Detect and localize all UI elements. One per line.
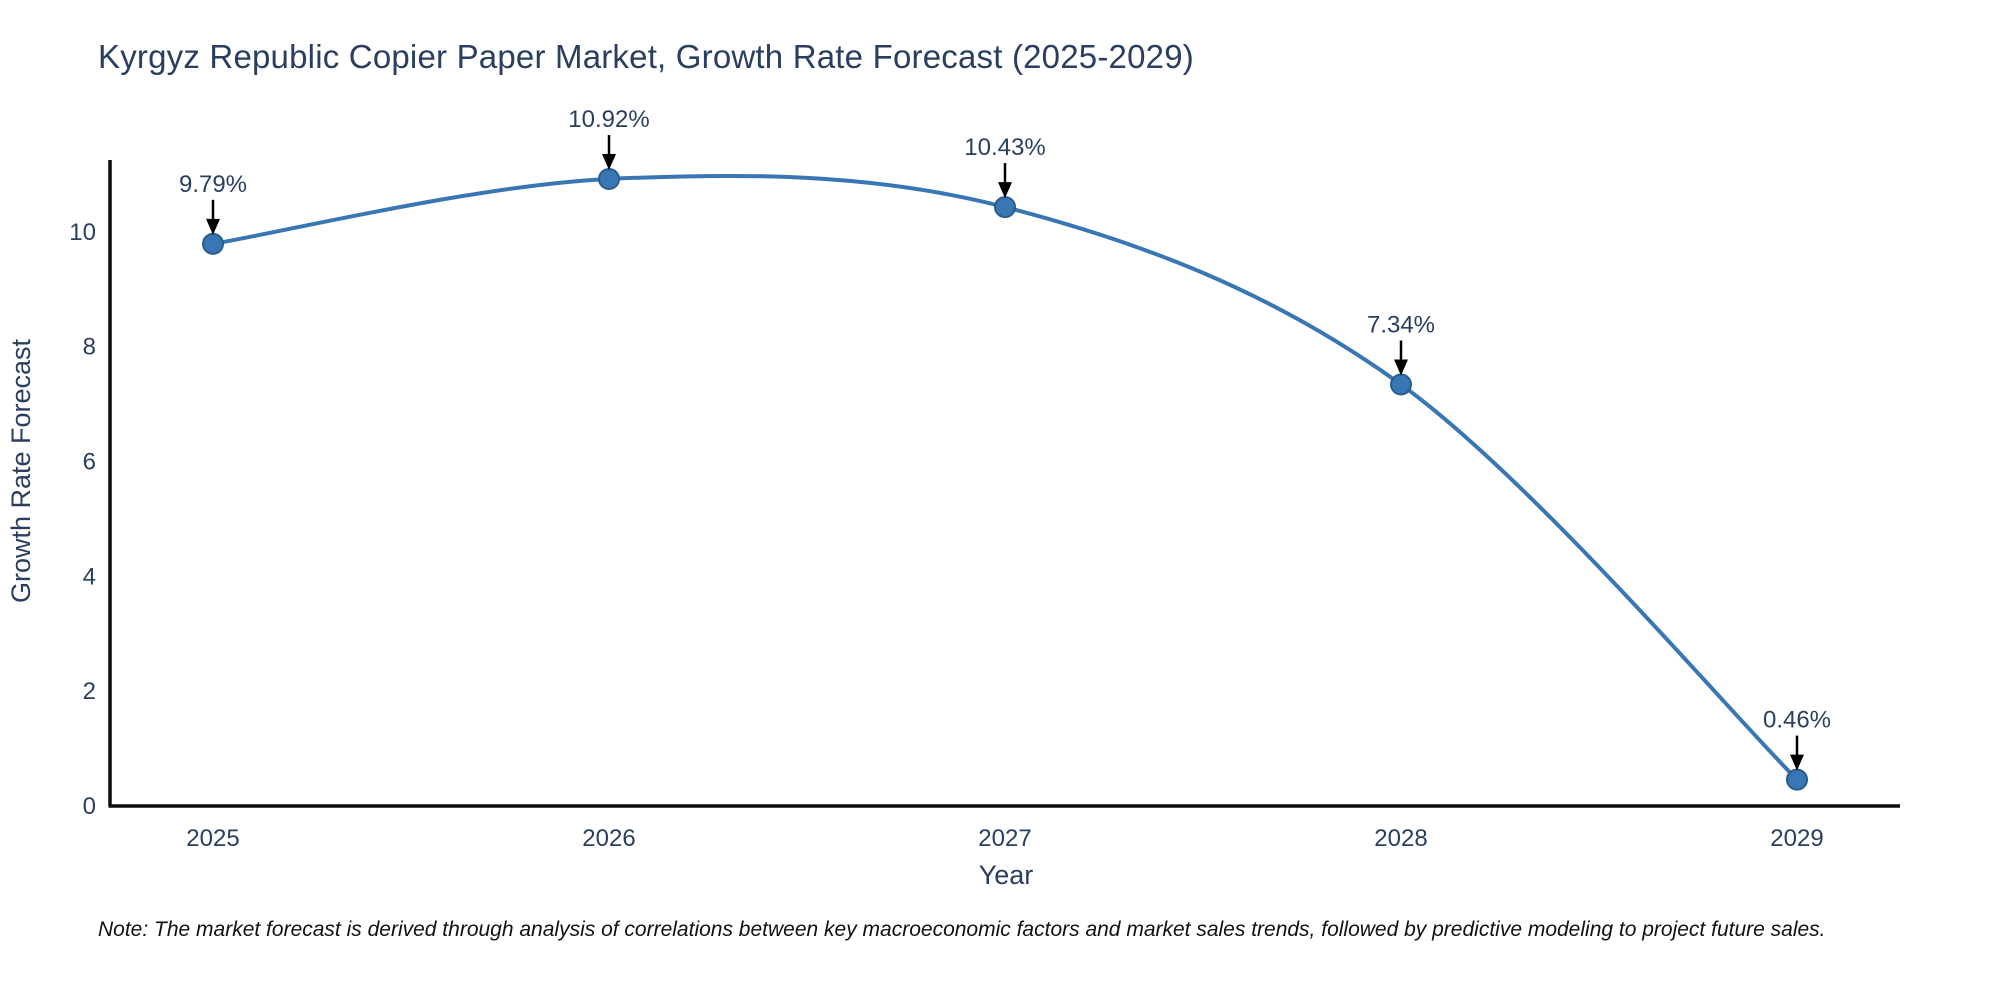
x-axis-title: Year <box>979 860 1034 890</box>
annotation-arrowhead-icon <box>206 218 220 235</box>
plot-area[interactable] <box>110 160 1900 806</box>
y-tick-label: 10 <box>69 219 96 246</box>
data-point-2028[interactable] <box>1390 373 1412 396</box>
footnote: Note: The market forecast is derived thr… <box>98 918 1826 941</box>
data-point-2025[interactable] <box>202 232 224 255</box>
point-annotation-label: 9.79% <box>179 171 247 198</box>
point-annotation-label: 10.43% <box>964 134 1045 161</box>
x-tick-label: 2027 <box>978 825 1031 852</box>
y-axis-title: Growth Rate Forecast <box>6 338 36 603</box>
annotation-arrowhead-icon <box>998 182 1012 199</box>
data-point-2026[interactable] <box>598 167 620 190</box>
annotation-arrowhead-icon <box>1790 754 1804 771</box>
data-point-2027[interactable] <box>994 196 1016 219</box>
data-point-2029[interactable] <box>1786 768 1808 791</box>
y-tick-label: 0 <box>83 793 96 820</box>
x-tick-label: 2029 <box>1770 825 1823 852</box>
annotation-arrowhead-icon <box>602 153 616 170</box>
point-annotation-label: 10.92% <box>568 106 649 133</box>
y-tick-label: 4 <box>83 563 96 590</box>
y-tick-label: 6 <box>83 448 96 475</box>
annotation-arrowhead-icon <box>1394 359 1408 376</box>
x-tick-label: 2025 <box>186 825 239 852</box>
y-tick-label: 8 <box>83 334 96 361</box>
y-tick-label: 2 <box>83 678 96 705</box>
point-annotation-label: 0.46% <box>1763 707 1831 734</box>
x-tick-label: 2028 <box>1374 825 1427 852</box>
x-tick-label: 2026 <box>582 825 635 852</box>
chart-title: Kyrgyz Republic Copier Paper Market, Gro… <box>98 38 1194 75</box>
point-annotation-label: 7.34% <box>1367 312 1435 339</box>
